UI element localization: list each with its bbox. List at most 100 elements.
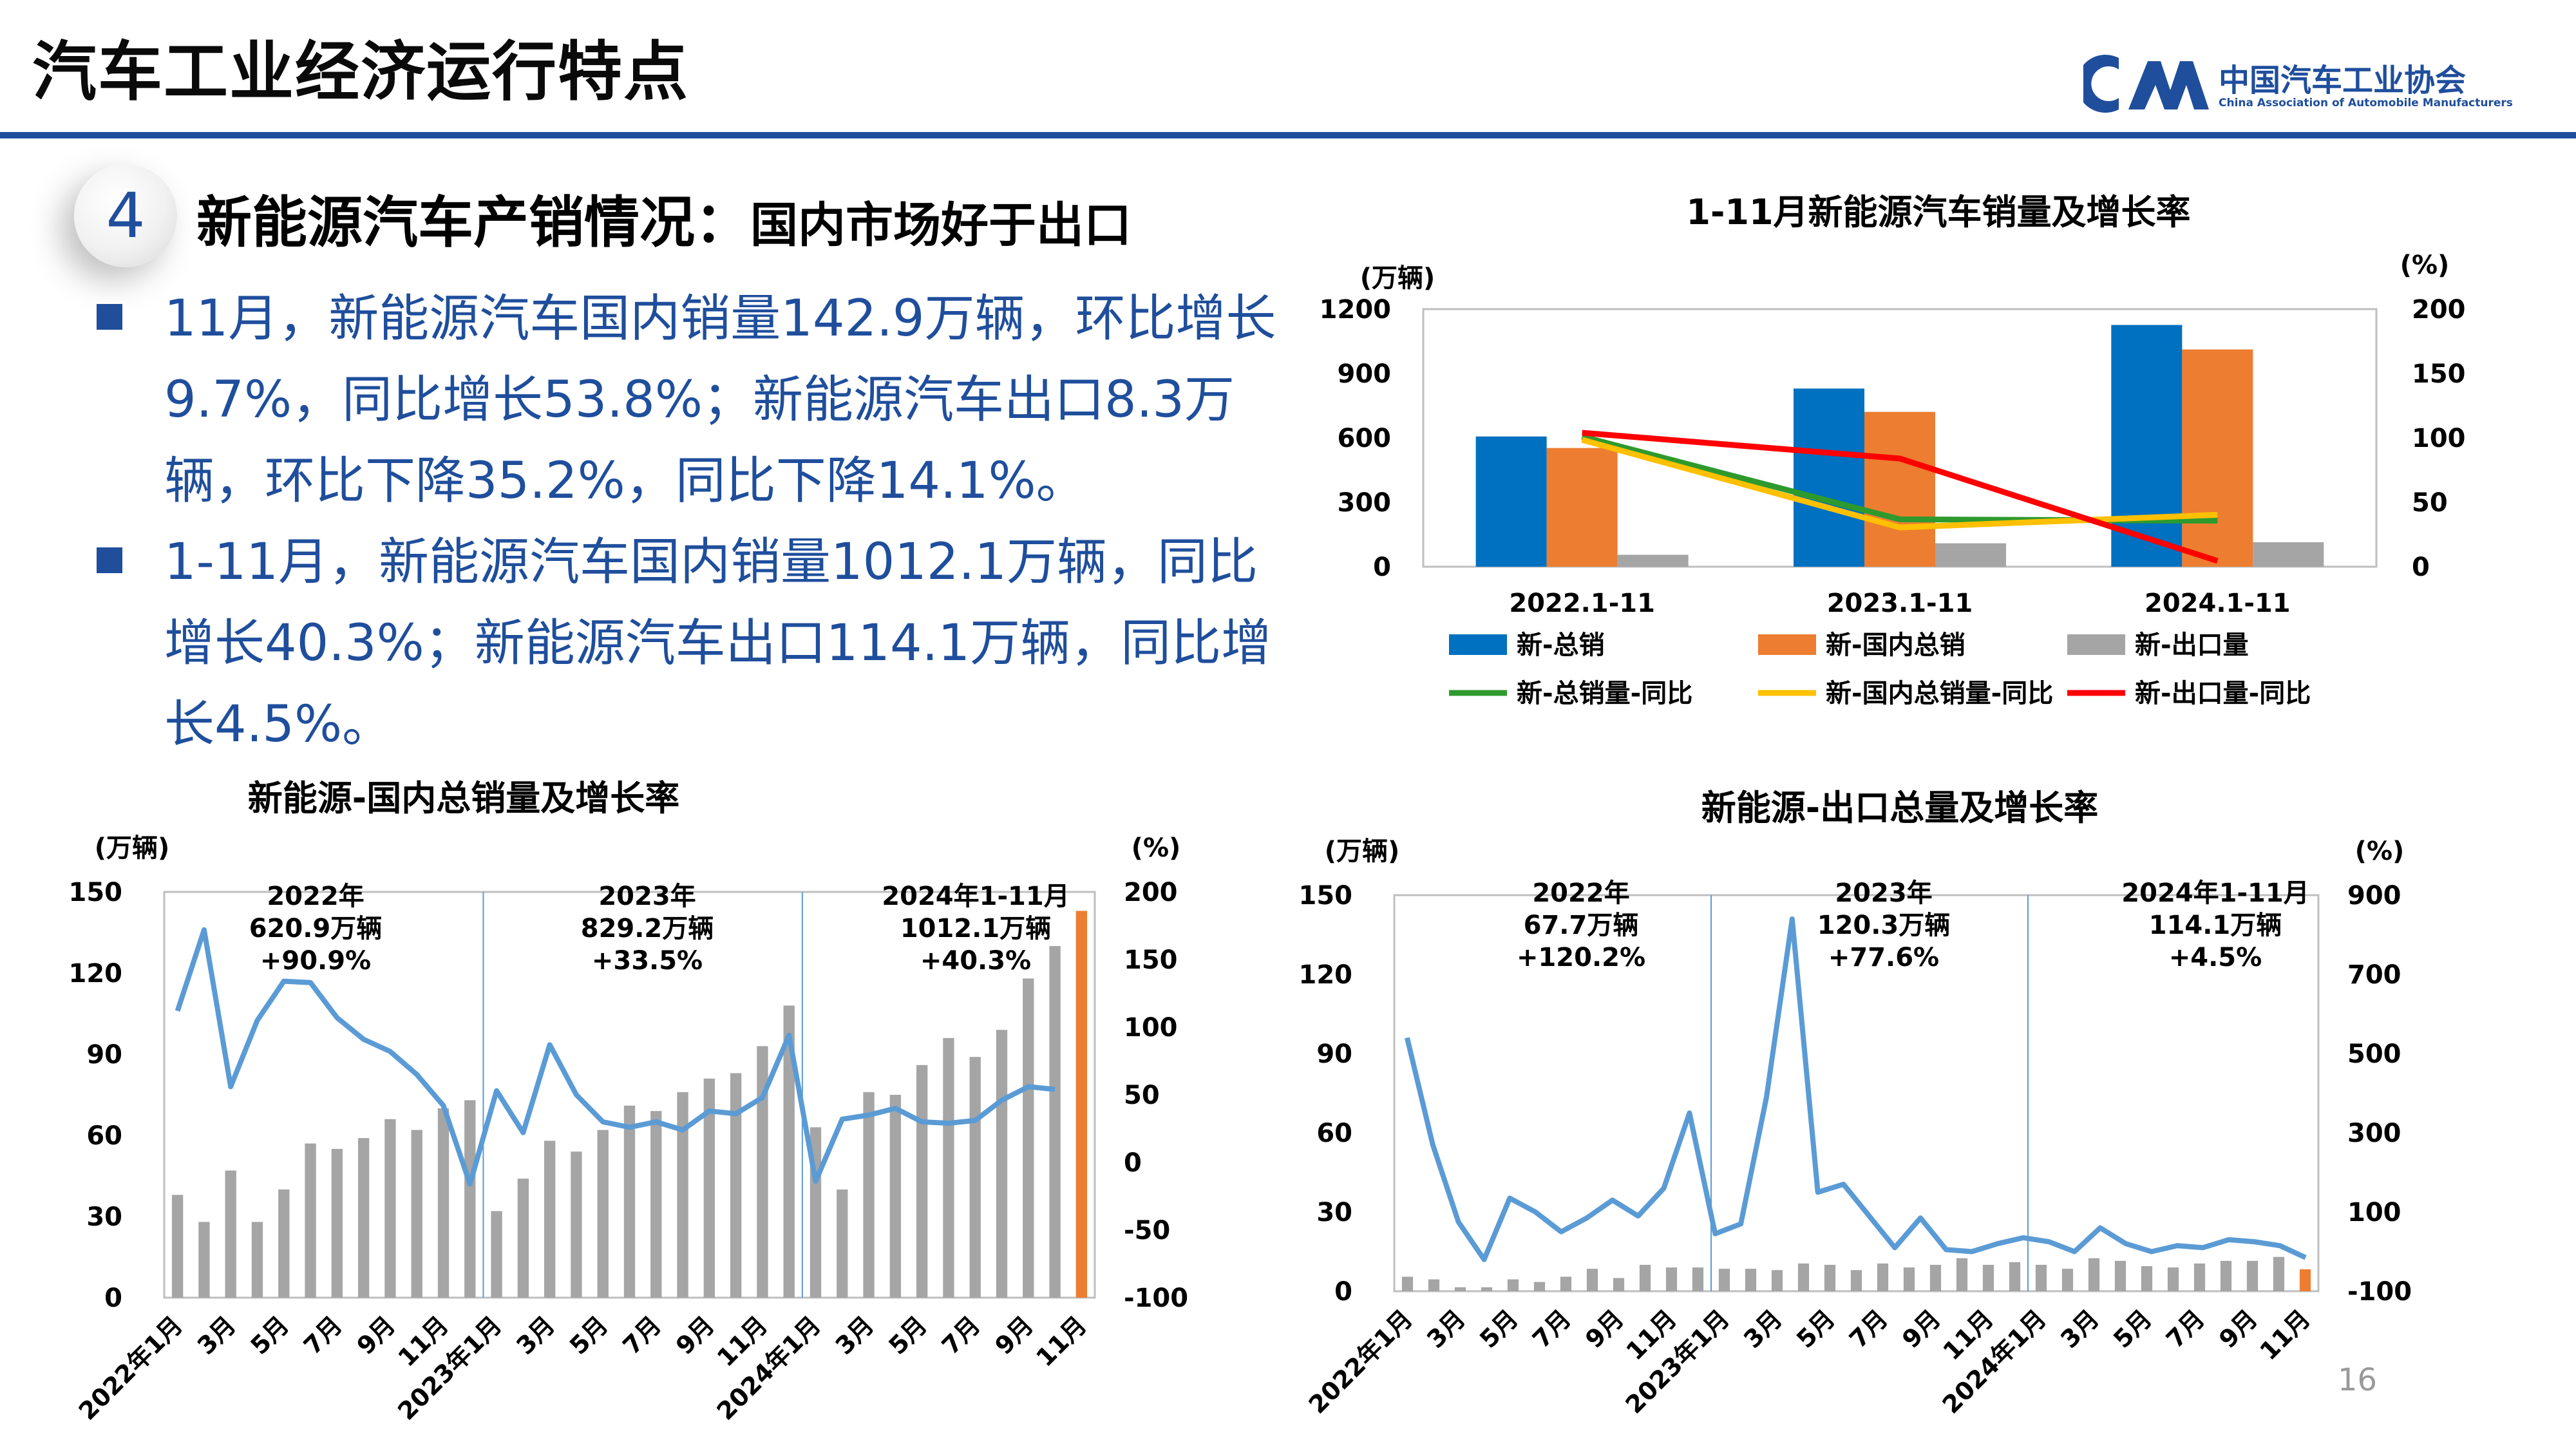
bullet-text: 1-11月，新能源汽车国内销量1012.1万辆，同比增长40.3%；新能源汽车出… <box>164 533 1272 753</box>
bar <box>623 1105 636 1298</box>
y2-tick-label: 150 <box>1124 945 1178 975</box>
title-divider <box>0 132 2576 138</box>
bar <box>571 1151 582 1298</box>
annotation-text: 114.1万辆 <box>2149 911 2282 940</box>
bullet-text: 11月，新能源汽车国内销量142.9万辆，环比增长9.7%，同比增长53.8%；… <box>164 290 1276 510</box>
annotation-text: 120.3万辆 <box>1817 911 1951 940</box>
bar <box>1454 1287 1466 1291</box>
logo-english-name: China Association of Automobile Manufact… <box>2219 97 2513 109</box>
bar <box>2035 1265 2047 1291</box>
caam-logo <box>2083 55 2209 113</box>
y2-axis-unit: (%) <box>2355 837 2405 866</box>
series-line <box>1582 430 2219 564</box>
bar <box>2193 1263 2206 1291</box>
bar <box>1428 1279 1440 1291</box>
bar <box>889 1095 902 1298</box>
bar <box>1745 1269 1757 1291</box>
x-tick-label: 5月 <box>883 1311 933 1360</box>
x-tick-label: 7月 <box>298 1311 348 1360</box>
annual-sales-chart: (万辆) (%) 0 300 600 900 1200 0 50 100 150 200 2022.1-… <box>1320 251 2466 708</box>
bar <box>2009 1262 2021 1291</box>
bar <box>1877 1263 1889 1291</box>
bar <box>1546 448 1618 567</box>
bar <box>2299 1269 2311 1291</box>
logo-chinese-name: 中国汽车工业协会 <box>2219 62 2467 99</box>
bar <box>943 1037 954 1298</box>
annotation-text: 2024年1-11月 <box>2121 878 2309 908</box>
bar <box>1935 543 2006 567</box>
annotation-text: +33.5% <box>592 946 703 976</box>
section-title-main: 新能源汽车产销情况： <box>196 191 750 255</box>
bar <box>1560 1276 1572 1291</box>
bar <box>703 1078 715 1298</box>
bar <box>837 1189 848 1298</box>
x-tick-label: 3月 <box>2055 1304 2105 1354</box>
x-tick-label: 3月 <box>192 1311 242 1360</box>
bar <box>1797 1263 1810 1291</box>
bar <box>2141 1266 2153 1291</box>
bar <box>1617 554 1689 567</box>
bar <box>1401 1276 1414 1291</box>
x-tick-label: 11月 <box>1030 1311 1092 1372</box>
bar <box>730 1073 742 1298</box>
growth-line <box>175 927 1056 1187</box>
annotation-text: +40.3% <box>920 946 1031 976</box>
y-axis-unit: (万辆) <box>1360 263 1435 293</box>
bar <box>597 1130 609 1298</box>
annotation-text: 2024年1-11月 <box>882 882 1069 911</box>
bar <box>437 1108 450 1298</box>
legend-label: 新-国内总销量-同比 <box>1826 679 2053 708</box>
bar <box>2253 542 2324 567</box>
y2-tick-label: 0 <box>1124 1148 1142 1178</box>
bar <box>1507 1279 1519 1291</box>
legend-swatch <box>1449 634 1507 655</box>
y2-tick-label: 200 <box>1124 878 1178 907</box>
x-tick-label: 5月 <box>2108 1304 2157 1354</box>
bar <box>996 1030 1008 1298</box>
bar <box>251 1222 263 1298</box>
bar <box>1864 412 1935 567</box>
legend-label: 新-总销 <box>1517 630 1605 660</box>
bar <box>411 1130 422 1298</box>
annotation-text: 829.2万辆 <box>581 914 714 943</box>
bar <box>1794 388 1864 567</box>
export-sales-chart: (万辆) (%) 0 30 60 90 120 150 -100 100 300 500 700 900 2… <box>1299 837 2412 1419</box>
y-tick-label: 600 <box>1338 424 1392 453</box>
x-tick-label: 5月 <box>564 1311 614 1360</box>
bar <box>916 1065 928 1298</box>
y-tick-label: 0 <box>1373 553 1391 582</box>
bar <box>1533 1282 1546 1291</box>
x-tick-label: 2022年1月 <box>73 1311 188 1425</box>
bar <box>1771 1270 1783 1291</box>
bar <box>544 1141 556 1298</box>
section-title-sub: 国内市场好于出口 <box>750 198 1132 253</box>
x-tick-label: 2024.1-11 <box>2145 589 2291 618</box>
y2-tick-label: 50 <box>2412 488 2448 518</box>
annotation-text: 2023年 <box>598 882 696 911</box>
bar <box>757 1046 768 1298</box>
y-tick-label: 30 <box>86 1202 122 1232</box>
bar <box>1023 978 1034 1298</box>
bar <box>225 1170 236 1298</box>
bar <box>1613 1278 1625 1291</box>
annotation-text: 1012.1万辆 <box>900 914 1051 943</box>
bar <box>2273 1256 2285 1291</box>
bar <box>783 1005 795 1298</box>
bar <box>305 1143 316 1298</box>
y2-tick-label: 700 <box>2347 960 2401 990</box>
chart-title: 新能源-出口总量及增长率 <box>1701 788 2099 828</box>
bar <box>863 1092 875 1298</box>
bar <box>1481 1287 1493 1291</box>
y2-tick-label: -100 <box>1124 1283 1188 1313</box>
bar <box>2246 1260 2259 1291</box>
legend-label: 新-出口量 <box>2135 630 2249 660</box>
bar <box>2167 1267 2179 1291</box>
bar <box>2114 1260 2126 1291</box>
annotation-text: 620.9万辆 <box>249 914 383 943</box>
bar <box>331 1149 343 1298</box>
x-tick-label: 3月 <box>1421 1304 1471 1354</box>
bar <box>1824 1265 1836 1291</box>
y2-axis-unit: (%) <box>2400 251 2450 280</box>
x-tick-label: 7月 <box>2161 1304 2210 1354</box>
y-tick-label: 60 <box>1316 1119 1352 1148</box>
